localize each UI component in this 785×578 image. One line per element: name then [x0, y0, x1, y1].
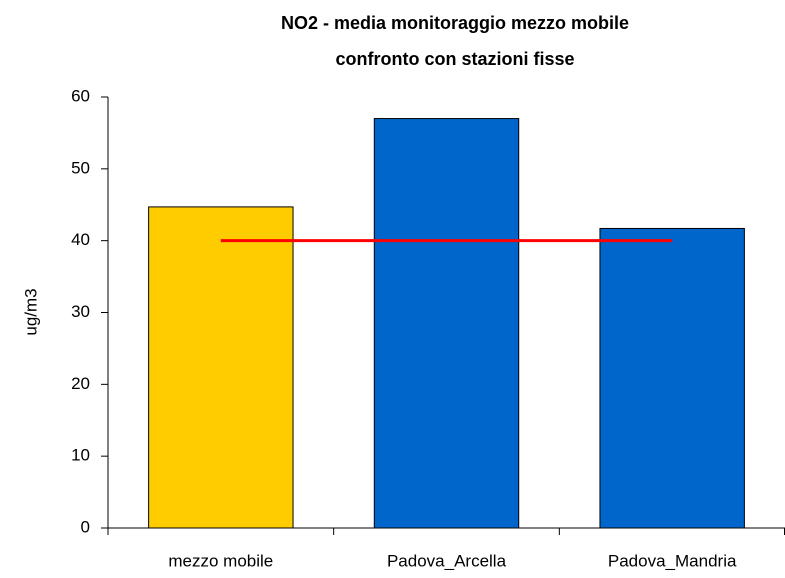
chart-title: confronto con stazioni fisse: [335, 49, 574, 69]
x-tick-label: Padova_Arcella: [387, 551, 507, 570]
y-tick-label: 20: [71, 374, 90, 393]
y-tick-label: 10: [71, 446, 90, 465]
bar: [373, 118, 520, 529]
y-tick-label: 40: [71, 230, 90, 249]
bar: [148, 206, 294, 529]
bar: [599, 227, 745, 529]
y-tick-label: 60: [71, 86, 90, 105]
y-tick-label: 50: [71, 158, 90, 177]
chart-title: NO2 - media monitoraggio mezzo mobile: [281, 13, 629, 33]
y-tick-label: 30: [71, 302, 90, 321]
x-tick-label: Padova_Mandria: [608, 551, 737, 570]
x-tick-label: mezzo mobile: [168, 551, 273, 570]
y-axis-label: ug/m3: [21, 288, 40, 335]
y-tick-label: 0: [81, 517, 90, 536]
